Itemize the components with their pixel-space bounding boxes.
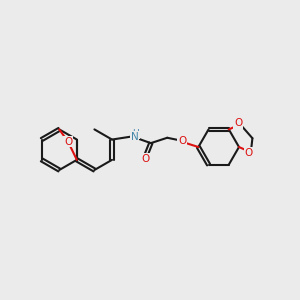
Text: H: H	[132, 129, 139, 138]
Text: O: O	[178, 136, 186, 146]
Text: O: O	[141, 154, 150, 164]
Text: O: O	[244, 148, 253, 158]
Text: N: N	[130, 132, 138, 142]
Text: O: O	[234, 118, 242, 128]
Text: O: O	[64, 136, 72, 147]
